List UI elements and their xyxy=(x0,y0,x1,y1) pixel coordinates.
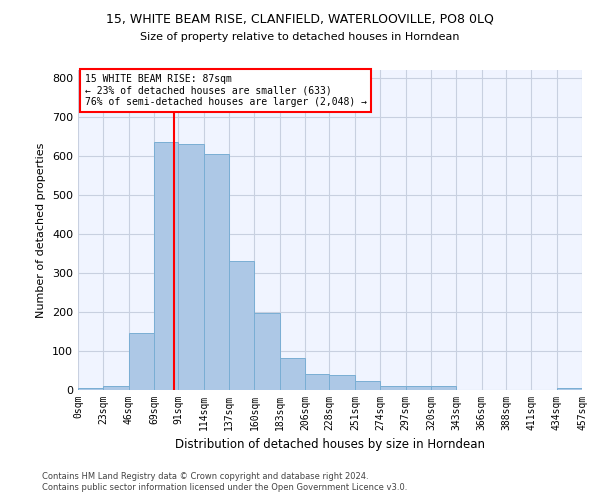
Text: 15 WHITE BEAM RISE: 87sqm
← 23% of detached houses are smaller (633)
76% of semi: 15 WHITE BEAM RISE: 87sqm ← 23% of detac… xyxy=(85,74,367,107)
Bar xyxy=(154,142,178,390)
Bar xyxy=(254,313,280,390)
Text: Contains HM Land Registry data © Crown copyright and database right 2024.: Contains HM Land Registry data © Crown c… xyxy=(42,472,368,481)
Bar xyxy=(229,261,254,390)
Bar xyxy=(178,144,204,390)
Bar xyxy=(103,386,129,390)
Bar xyxy=(280,358,305,390)
Bar xyxy=(557,388,582,390)
Text: Size of property relative to detached houses in Horndean: Size of property relative to detached ho… xyxy=(140,32,460,42)
Bar xyxy=(355,382,380,390)
Text: Contains public sector information licensed under the Open Government Licence v3: Contains public sector information licen… xyxy=(42,484,407,492)
X-axis label: Distribution of detached houses by size in Horndean: Distribution of detached houses by size … xyxy=(175,438,485,452)
Bar xyxy=(305,374,329,390)
Bar xyxy=(329,375,355,390)
Text: 15, WHITE BEAM RISE, CLANFIELD, WATERLOOVILLE, PO8 0LQ: 15, WHITE BEAM RISE, CLANFIELD, WATERLOO… xyxy=(106,12,494,26)
Y-axis label: Number of detached properties: Number of detached properties xyxy=(37,142,46,318)
Bar xyxy=(129,334,154,390)
Bar xyxy=(204,154,229,390)
Bar xyxy=(78,388,103,390)
Bar xyxy=(431,386,456,390)
Bar xyxy=(406,386,431,390)
Bar xyxy=(380,386,406,390)
